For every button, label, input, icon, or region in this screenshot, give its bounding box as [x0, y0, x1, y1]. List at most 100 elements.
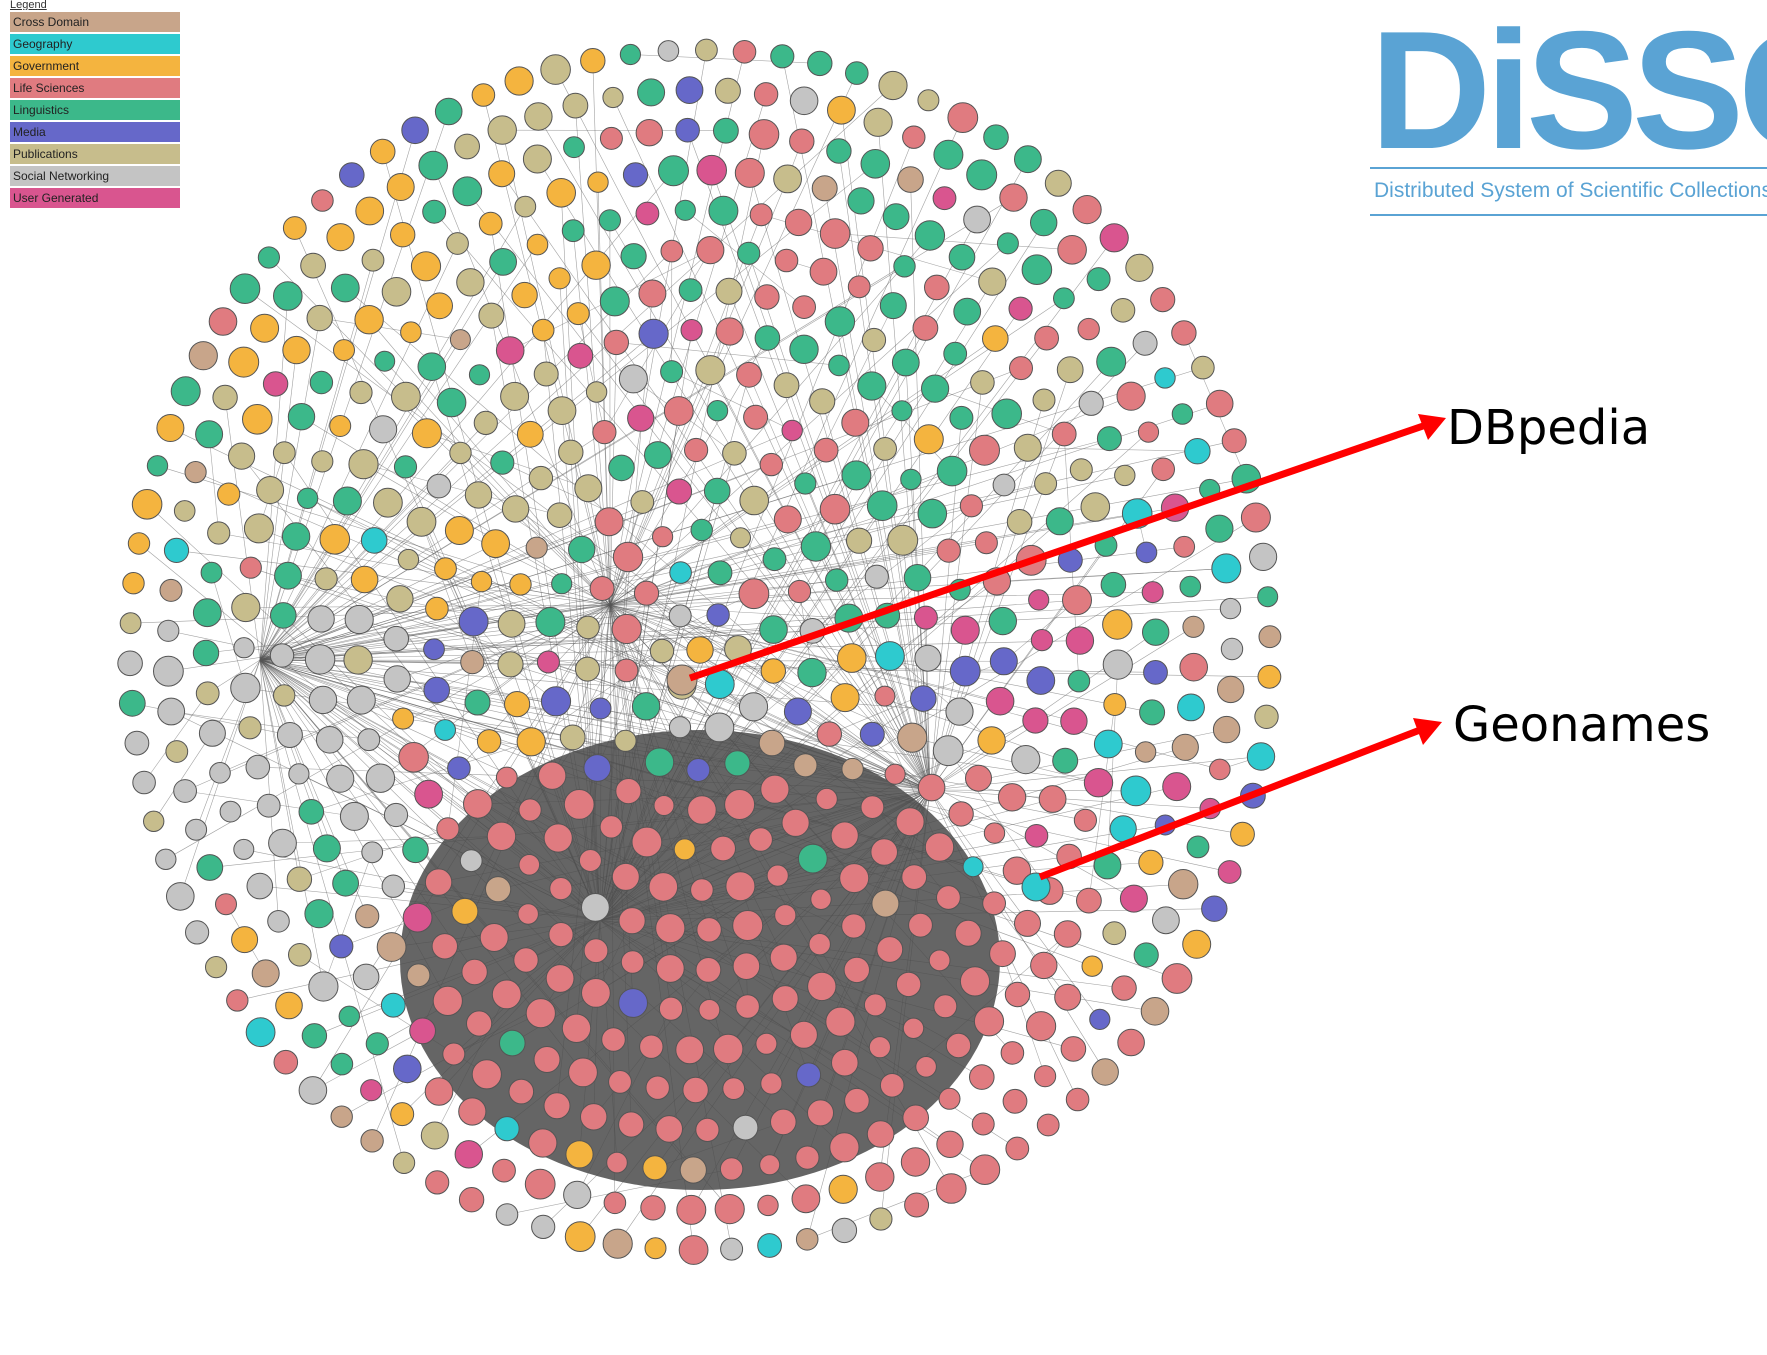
graph-node [996, 232, 1019, 255]
graph-node [707, 560, 733, 586]
graph-node [811, 175, 838, 202]
graph-node [680, 319, 703, 342]
graph-node [1026, 1011, 1057, 1042]
graph-node [1096, 346, 1127, 377]
graph-node [969, 1154, 1001, 1185]
graph-node [132, 770, 156, 795]
graph-node [897, 722, 928, 753]
graph-node [268, 828, 297, 858]
graph-node [933, 994, 958, 1019]
graph-node [1142, 618, 1170, 646]
graph-node [1230, 821, 1255, 847]
graph-node [458, 606, 489, 637]
graph-node [757, 1233, 782, 1258]
graph-node [485, 876, 512, 903]
graph-node [1135, 541, 1158, 564]
graph-node [1056, 356, 1084, 384]
graph-node [536, 650, 560, 674]
graph-edge [208, 434, 219, 534]
graph-node [185, 818, 208, 841]
graph-node [426, 473, 452, 499]
graph-node [1179, 652, 1208, 682]
graph-node [338, 1005, 360, 1027]
graph-node [267, 910, 290, 933]
graph-node [619, 43, 642, 66]
logo-tagline: Distributed System of Scientific Collect… [1374, 179, 1767, 202]
graph-node [1114, 464, 1136, 487]
graph-node [1217, 860, 1242, 884]
graph-node [653, 795, 675, 816]
graph-edge [421, 521, 473, 663]
graph-node [882, 203, 910, 231]
graph-node [608, 454, 635, 482]
graph-node [533, 361, 559, 387]
graph-node [414, 779, 444, 809]
graph-node [618, 988, 648, 1018]
graph-node [478, 302, 505, 329]
graph-node [526, 233, 549, 256]
graph-node [1111, 975, 1137, 1001]
graph-node [383, 665, 411, 693]
logo-wordmark: DiSSCo [1370, 0, 1767, 184]
graph-node [865, 1162, 895, 1192]
graph-node [1062, 585, 1092, 616]
graph-node [924, 274, 950, 301]
graph-node [522, 144, 552, 174]
graph-node [514, 195, 537, 218]
graph-node [603, 1191, 627, 1215]
graph-node [276, 722, 303, 748]
graph-node [845, 61, 869, 85]
graph-node [376, 932, 407, 962]
graph-node [948, 801, 974, 827]
graph-node [749, 203, 773, 227]
graph-node [860, 149, 891, 179]
graph-node [928, 949, 951, 972]
graph-node [1117, 1028, 1145, 1057]
graph-node [386, 585, 414, 613]
graph-node [1110, 298, 1136, 323]
graph-node [1139, 699, 1166, 726]
graph-node [576, 615, 600, 640]
graph-node [1184, 438, 1211, 465]
graph-node [444, 516, 474, 545]
graph-node [695, 355, 726, 386]
graph-node [969, 1064, 995, 1090]
graph-node [301, 1023, 328, 1049]
graph-node [173, 779, 198, 803]
graph-node [787, 579, 812, 604]
graph-node [559, 724, 586, 751]
graph-node [732, 952, 761, 981]
graph-node [535, 607, 566, 637]
graph-node [962, 856, 984, 878]
graph-node [217, 482, 241, 506]
graph-node [658, 996, 684, 1021]
graph-node [1083, 768, 1114, 798]
graph-node [1080, 492, 1111, 522]
graph-node [304, 644, 336, 675]
graph-node [360, 1129, 384, 1153]
graph-node [311, 450, 334, 473]
graph-node [122, 572, 145, 595]
graph-node [228, 346, 260, 378]
graph-node [831, 1048, 859, 1077]
graph-node [1205, 389, 1234, 418]
graph-node [400, 321, 422, 344]
graph-edge [259, 318, 321, 661]
graph-edge [259, 440, 1235, 661]
graph-node [369, 415, 398, 444]
graph-node [153, 655, 184, 687]
graph-node [789, 334, 819, 364]
graph-node [1171, 733, 1199, 761]
graph-node [348, 449, 379, 480]
graph-node [638, 318, 669, 349]
graph-node [642, 1155, 668, 1181]
graph-node [495, 1203, 519, 1226]
graph-node [722, 441, 747, 466]
graph-node [425, 596, 449, 621]
graph-node [816, 721, 842, 747]
graph-node [1034, 1065, 1057, 1088]
graph-edge [319, 317, 461, 340]
graph-node [1030, 208, 1058, 237]
graph-node [963, 205, 991, 234]
graph-node [917, 498, 948, 529]
